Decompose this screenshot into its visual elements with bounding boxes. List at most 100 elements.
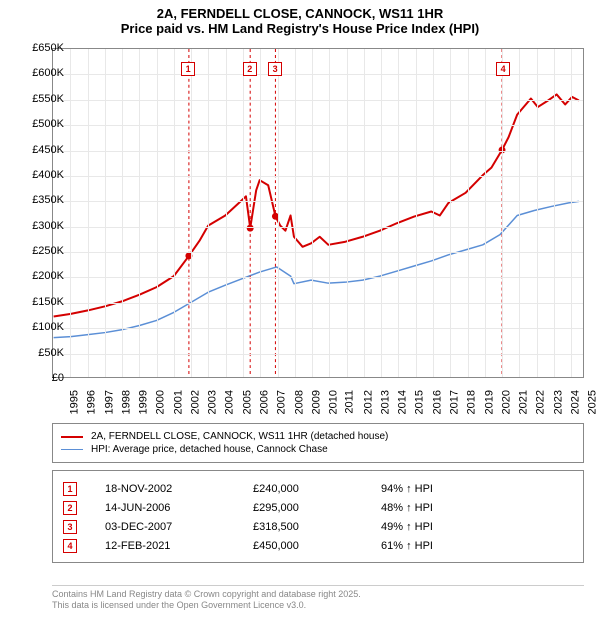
x-tick-label: 1995 bbox=[68, 390, 80, 414]
x-tick-label: 2022 bbox=[535, 390, 547, 414]
y-tick-label: £150K bbox=[32, 296, 64, 308]
event-row-diff: 61% ↑ HPI bbox=[381, 540, 573, 552]
x-tick-label: 2016 bbox=[431, 390, 443, 414]
gridline-h bbox=[53, 100, 583, 101]
y-tick-label: £50K bbox=[38, 347, 64, 359]
legend-swatch bbox=[61, 449, 83, 450]
event-row-price: £318,500 bbox=[253, 521, 353, 533]
y-tick-label: £100K bbox=[32, 321, 64, 333]
y-tick-label: £0 bbox=[52, 372, 64, 384]
gridline-v bbox=[70, 49, 71, 377]
x-tick-label: 2005 bbox=[241, 390, 253, 414]
y-tick-label: £400K bbox=[32, 169, 64, 181]
gridline-h bbox=[53, 303, 583, 304]
license-line-2: This data is licensed under the Open Gov… bbox=[52, 600, 584, 611]
y-tick-label: £350K bbox=[32, 194, 64, 206]
x-tick-label: 2006 bbox=[258, 390, 270, 414]
gridline-v bbox=[468, 49, 469, 377]
plot-region bbox=[52, 48, 584, 378]
event-row-date: 18-NOV-2002 bbox=[105, 483, 225, 495]
gridline-v bbox=[174, 49, 175, 377]
x-tick-label: 2025 bbox=[587, 390, 599, 414]
x-tick-label: 2020 bbox=[500, 390, 512, 414]
x-tick-label: 2018 bbox=[466, 390, 478, 414]
gridline-h bbox=[53, 328, 583, 329]
x-tick-label: 2024 bbox=[569, 390, 581, 414]
x-tick-label: 2001 bbox=[172, 390, 184, 414]
event-marker-1: 1 bbox=[181, 62, 195, 76]
gridline-v bbox=[278, 49, 279, 377]
x-tick-label: 2003 bbox=[207, 390, 219, 414]
x-tick-label: 1996 bbox=[86, 390, 98, 414]
title-line-1: 2A, FERNDELL CLOSE, CANNOCK, WS11 1HR bbox=[0, 6, 600, 21]
event-marker-3: 3 bbox=[268, 62, 282, 76]
x-tick-label: 2017 bbox=[448, 390, 460, 414]
gridline-v bbox=[243, 49, 244, 377]
series-property bbox=[54, 94, 579, 316]
gridline-v bbox=[571, 49, 572, 377]
gridline-v bbox=[519, 49, 520, 377]
gridline-h bbox=[53, 176, 583, 177]
license-text: Contains HM Land Registry data © Crown c… bbox=[52, 585, 584, 612]
gridline-v bbox=[312, 49, 313, 377]
y-tick-label: £250K bbox=[32, 245, 64, 257]
x-tick-label: 2007 bbox=[276, 390, 288, 414]
x-tick-label: 2015 bbox=[414, 390, 426, 414]
gridline-v bbox=[398, 49, 399, 377]
x-tick-label: 2010 bbox=[328, 390, 340, 414]
legend-swatch bbox=[61, 436, 83, 438]
chart-area bbox=[52, 48, 584, 378]
x-tick-label: 2014 bbox=[397, 390, 409, 414]
event-row-date: 03-DEC-2007 bbox=[105, 521, 225, 533]
y-tick-label: £550K bbox=[32, 93, 64, 105]
event-row: 412-FEB-2021£450,00061% ↑ HPI bbox=[63, 539, 573, 553]
gridline-h bbox=[53, 354, 583, 355]
event-row-diff: 48% ↑ HPI bbox=[381, 502, 573, 514]
event-marker-4: 4 bbox=[496, 62, 510, 76]
chart-container: 2A, FERNDELL CLOSE, CANNOCK, WS11 1HR Pr… bbox=[0, 0, 600, 620]
event-row: 118-NOV-2002£240,00094% ↑ HPI bbox=[63, 482, 573, 496]
event-row-index: 1 bbox=[63, 482, 77, 496]
gridline-v bbox=[347, 49, 348, 377]
license-line-1: Contains HM Land Registry data © Crown c… bbox=[52, 589, 584, 600]
x-tick-label: 2023 bbox=[552, 390, 564, 414]
gridline-h bbox=[53, 277, 583, 278]
gridline-v bbox=[139, 49, 140, 377]
x-tick-label: 1998 bbox=[120, 390, 132, 414]
event-row-price: £240,000 bbox=[253, 483, 353, 495]
event-marker-2: 2 bbox=[243, 62, 257, 76]
event-row-index: 2 bbox=[63, 501, 77, 515]
y-tick-label: £650K bbox=[32, 42, 64, 54]
title-block: 2A, FERNDELL CLOSE, CANNOCK, WS11 1HR Pr… bbox=[0, 0, 600, 40]
event-row: 303-DEC-2007£318,50049% ↑ HPI bbox=[63, 520, 573, 534]
gridline-v bbox=[537, 49, 538, 377]
series-hpi bbox=[54, 201, 579, 337]
gridline-v bbox=[485, 49, 486, 377]
legend: 2A, FERNDELL CLOSE, CANNOCK, WS11 1HR (d… bbox=[52, 423, 584, 463]
gridline-h bbox=[53, 227, 583, 228]
gridline-v bbox=[105, 49, 106, 377]
event-row-index: 4 bbox=[63, 539, 77, 553]
x-tick-label: 2021 bbox=[518, 390, 530, 414]
gridline-v bbox=[416, 49, 417, 377]
gridline-h bbox=[53, 252, 583, 253]
x-tick-label: 2000 bbox=[155, 390, 167, 414]
x-tick-label: 2004 bbox=[224, 390, 236, 414]
event-row-date: 14-JUN-2006 bbox=[105, 502, 225, 514]
event-row-index: 3 bbox=[63, 520, 77, 534]
y-tick-label: £200K bbox=[32, 270, 64, 282]
x-tick-label: 2008 bbox=[293, 390, 305, 414]
x-tick-label: 2011 bbox=[344, 390, 356, 414]
gridline-v bbox=[157, 49, 158, 377]
gridline-v bbox=[88, 49, 89, 377]
legend-row: 2A, FERNDELL CLOSE, CANNOCK, WS11 1HR (d… bbox=[61, 431, 575, 442]
x-tick-label: 2002 bbox=[189, 390, 201, 414]
events-table: 118-NOV-2002£240,00094% ↑ HPI214-JUN-200… bbox=[52, 470, 584, 563]
event-row-date: 12-FEB-2021 bbox=[105, 540, 225, 552]
legend-label: HPI: Average price, detached house, Cann… bbox=[91, 444, 328, 455]
gridline-v bbox=[329, 49, 330, 377]
gridline-v bbox=[433, 49, 434, 377]
x-tick-label: 2009 bbox=[310, 390, 322, 414]
gridline-h bbox=[53, 201, 583, 202]
gridline-h bbox=[53, 151, 583, 152]
